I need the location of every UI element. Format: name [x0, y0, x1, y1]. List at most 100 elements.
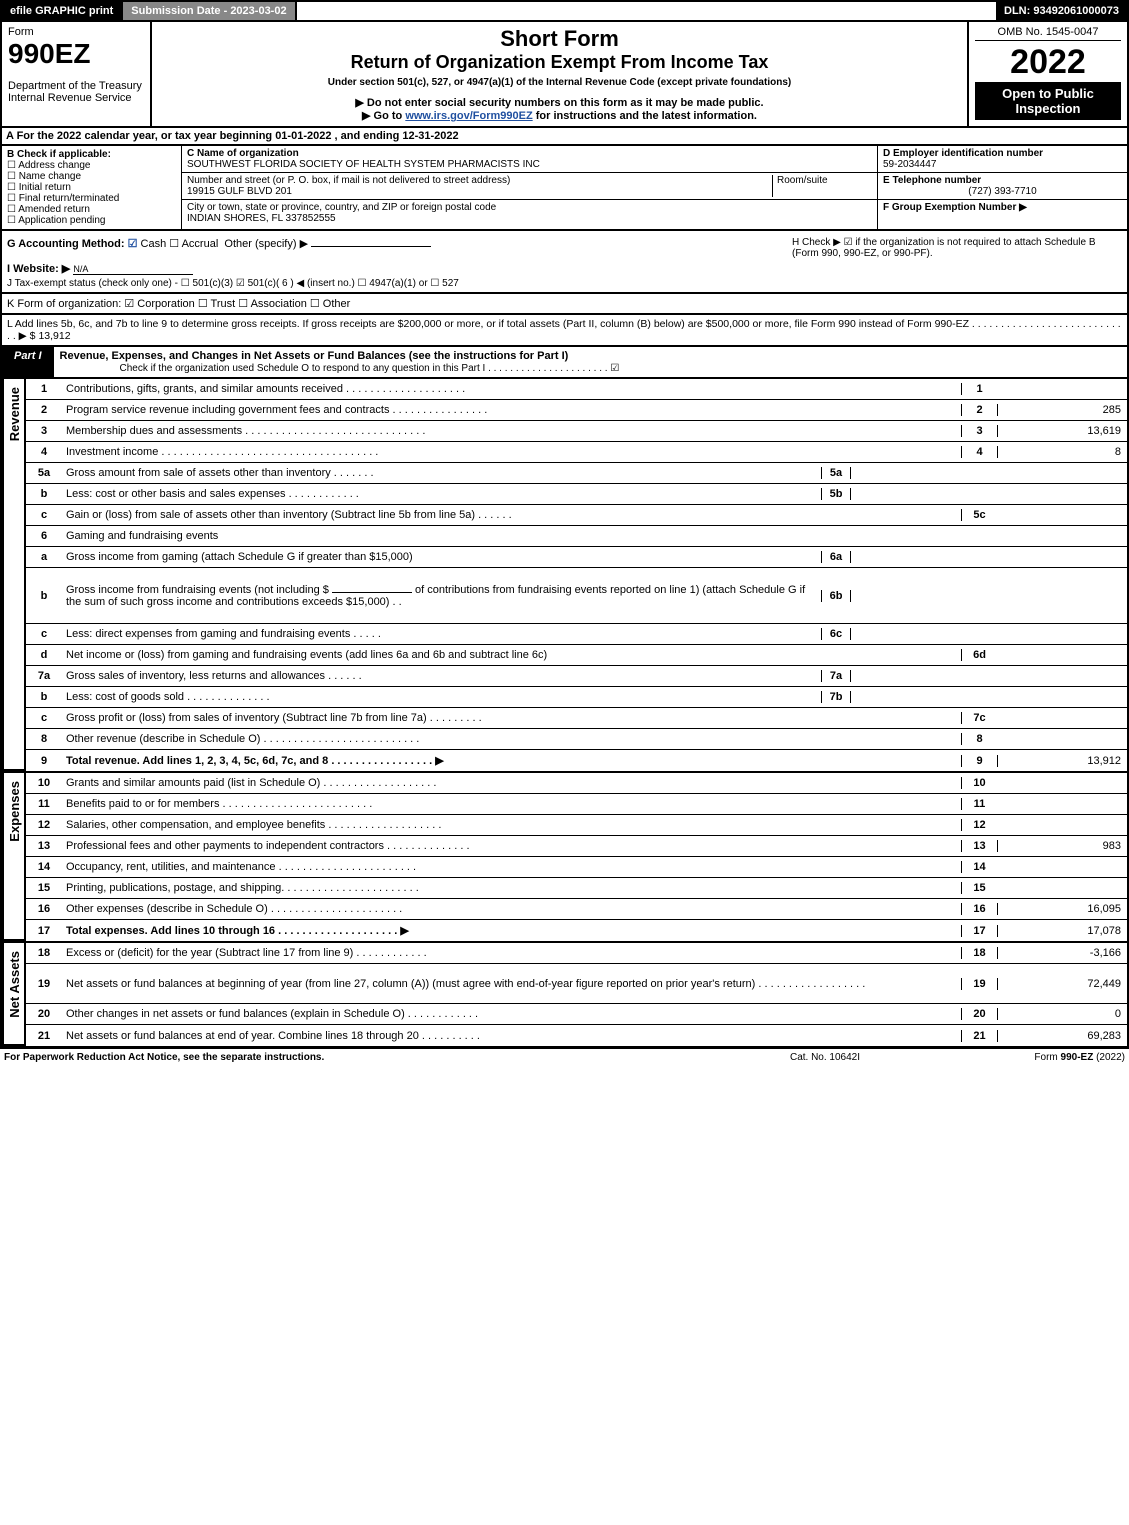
line-4-val: 8 — [997, 446, 1127, 458]
line-11-rnum: 11 — [961, 798, 997, 810]
org-city-block: City or town, state or province, country… — [182, 200, 877, 226]
line-7a-sn: 7a — [821, 670, 851, 682]
line-11-desc: Benefits paid to or for members . . . . … — [62, 796, 961, 812]
line-6c-desc: Less: direct expenses from gaming and fu… — [62, 626, 821, 642]
line-18-rnum: 18 — [961, 947, 997, 959]
line-5a: 5aGross amount from sale of assets other… — [26, 463, 1127, 484]
line-19: 19Net assets or fund balances at beginni… — [26, 964, 1127, 1004]
page-footer: For Paperwork Reduction Act Notice, see … — [0, 1048, 1129, 1066]
omb-number: OMB No. 1545-0047 — [975, 26, 1121, 41]
part1-header: Part I Revenue, Expenses, and Changes in… — [0, 347, 1129, 379]
group-exemption-block: F Group Exemption Number ▶ — [878, 200, 1127, 215]
open-inspection: Open to Public Inspection — [975, 82, 1121, 120]
row-a-taxyear: A For the 2022 calendar year, or tax yea… — [0, 128, 1129, 146]
header-mid: Short Form Return of Organization Exempt… — [152, 22, 967, 126]
form-word: Form — [8, 26, 144, 38]
chk-application-pending[interactable]: ☐ Application pending — [7, 215, 176, 226]
group-exemption-label: F Group Exemption Number ▶ — [883, 202, 1027, 213]
line-2: 2Program service revenue including gover… — [26, 400, 1127, 421]
line-6b-d1: Gross income from fundraising events (no… — [66, 584, 329, 596]
line-6b: bGross income from fundraising events (n… — [26, 568, 1127, 624]
g-other-field[interactable] — [311, 246, 431, 247]
line-17: 17Total expenses. Add lines 10 through 1… — [26, 920, 1127, 941]
line-9-rnum: 9 — [961, 755, 997, 767]
line-20-num: 20 — [26, 1006, 62, 1022]
line-4-desc: Investment income . . . . . . . . . . . … — [62, 444, 961, 460]
website-value: N/A — [73, 264, 193, 275]
line-3-desc: Membership dues and assessments . . . . … — [62, 423, 961, 439]
row-l: L Add lines 5b, 6c, and 7b to line 9 to … — [0, 315, 1129, 347]
row-i: I Website: ▶ N/A — [7, 262, 1122, 275]
line-16-val: 16,095 — [997, 903, 1127, 915]
line-16-desc: Other expenses (describe in Schedule O) … — [62, 901, 961, 917]
phone-block: E Telephone number (727) 393-7710 — [878, 173, 1127, 200]
line-14-rnum: 14 — [961, 861, 997, 873]
footer-right-bold: 990-EZ — [1061, 1052, 1094, 1063]
submission-date: Submission Date - 2023-03-02 — [121, 2, 296, 20]
box-def: D Employer identification number 59-2034… — [877, 146, 1127, 229]
under-section: Under section 501(c), 527, or 4947(a)(1)… — [158, 77, 961, 88]
line-7a-desc: Gross sales of inventory, less returns a… — [62, 668, 821, 684]
line-6d-rnum: 6d — [961, 649, 997, 661]
line-6c: cLess: direct expenses from gaming and f… — [26, 624, 1127, 645]
header-left: Form 990EZ Department of the Treasury In… — [2, 22, 152, 126]
goto-link[interactable]: www.irs.gov/Form990EZ — [405, 110, 532, 122]
line-7c-desc: Gross profit or (loss) from sales of inv… — [62, 710, 961, 726]
block-bcdef: B Check if applicable: ☐ Address change … — [0, 146, 1129, 231]
line-5c-num: c — [26, 507, 62, 523]
line-7c-rnum: 7c — [961, 712, 997, 724]
line-13: 13Professional fees and other payments t… — [26, 836, 1127, 857]
line-20: 20Other changes in net assets or fund ba… — [26, 1004, 1127, 1025]
line-10-num: 10 — [26, 775, 62, 791]
line-12: 12Salaries, other compensation, and empl… — [26, 815, 1127, 836]
line-5b: bLess: cost or other basis and sales exp… — [26, 484, 1127, 505]
part1-title: Revenue, Expenses, and Changes in Net As… — [54, 347, 1127, 377]
line-12-num: 12 — [26, 817, 62, 833]
chk-name-change[interactable]: ☐ Name change — [7, 171, 176, 182]
chk-final-return-label: Final return/terminated — [19, 193, 120, 204]
chk-initial-return[interactable]: ☐ Initial return — [7, 182, 176, 193]
line-20-val: 0 — [997, 1008, 1127, 1020]
line-6d: dNet income or (loss) from gaming and fu… — [26, 645, 1127, 666]
chk-accrual-icon[interactable]: ☐ — [169, 238, 181, 250]
netassets-body: 18Excess or (deficit) for the year (Subt… — [26, 943, 1127, 1046]
chk-final-return[interactable]: ☐ Final return/terminated — [7, 193, 176, 204]
line-6-num: 6 — [26, 528, 62, 544]
line-6c-num: c — [26, 626, 62, 642]
line-5c-rnum: 5c — [961, 509, 997, 521]
line-6: 6Gaming and fundraising events — [26, 526, 1127, 547]
line-3: 3Membership dues and assessments . . . .… — [26, 421, 1127, 442]
line-19-val: 72,449 — [997, 978, 1127, 990]
line-13-val: 983 — [997, 840, 1127, 852]
netassets-section: Net Assets 18Excess or (deficit) for the… — [0, 943, 1129, 1048]
efile-label[interactable]: efile GRAPHIC print — [2, 2, 121, 20]
line-6a-num: a — [26, 549, 62, 565]
expenses-vlabel: Expenses — [2, 773, 26, 941]
line-15: 15Printing, publications, postage, and s… — [26, 878, 1127, 899]
line-15-rnum: 15 — [961, 882, 997, 894]
footer-right-pre: Form — [1034, 1052, 1060, 1063]
line-9-desc: Total revenue. Add lines 1, 2, 3, 4, 5c,… — [62, 752, 961, 769]
chk-cash-icon[interactable]: ☑ — [128, 238, 141, 250]
line-18-val: -3,166 — [997, 947, 1127, 959]
return-title: Return of Organization Exempt From Incom… — [158, 52, 961, 73]
chk-address-change-label: Address change — [18, 160, 90, 171]
g-cash: Cash — [141, 238, 167, 250]
org-addr-label: Number and street (or P. O. box, if mail… — [187, 175, 510, 186]
line-6b-blank[interactable] — [332, 592, 412, 593]
line-13-num: 13 — [26, 838, 62, 854]
line-21-val: 69,283 — [997, 1030, 1127, 1042]
chk-address-change[interactable]: ☐ Address change — [7, 160, 176, 171]
line-19-desc: Net assets or fund balances at beginning… — [62, 976, 961, 992]
goto-line: ▶ Go to www.irs.gov/Form990EZ for instru… — [158, 109, 961, 122]
form-number: 990EZ — [8, 38, 144, 70]
footer-left: For Paperwork Reduction Act Notice, see … — [4, 1052, 725, 1063]
line-14-desc: Occupancy, rent, utilities, and maintena… — [62, 859, 961, 875]
line-6b-desc: Gross income from fundraising events (no… — [62, 582, 821, 610]
line-3-rnum: 3 — [961, 425, 997, 437]
revenue-vlabel: Revenue — [2, 379, 26, 771]
chk-amended-return[interactable]: ☐ Amended return — [7, 204, 176, 215]
line-21: 21Net assets or fund balances at end of … — [26, 1025, 1127, 1046]
line-11: 11Benefits paid to or for members . . . … — [26, 794, 1127, 815]
g-other: Other (specify) ▶ — [224, 238, 308, 250]
